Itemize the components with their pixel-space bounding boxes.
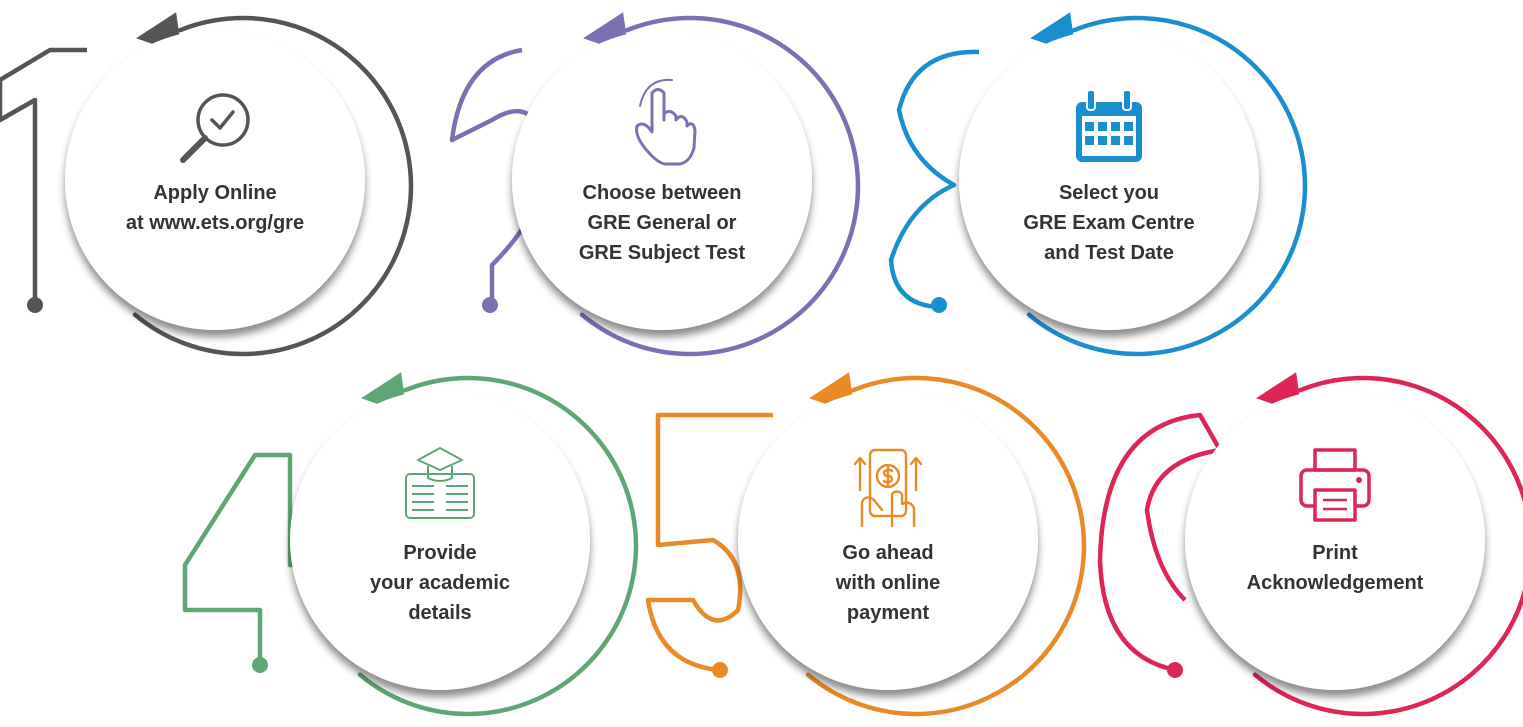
step-1-disc	[65, 30, 365, 330]
step-3-disc	[959, 30, 1259, 330]
step-6-end-dot	[1167, 662, 1183, 678]
numeral-1-outline	[0, 47, 87, 305]
step-3-label: Select you GRE Exam Centre and Test Date	[989, 178, 1229, 268]
numeral-3-outline	[888, 49, 980, 310]
step-4-end-dot	[252, 657, 268, 673]
step-2-line-3: GRE Subject Test	[578, 242, 746, 264]
step-5-line-3: payment	[846, 602, 930, 624]
step-4-line-1: Provide	[403, 542, 477, 564]
graduation-details-icon	[405, 447, 475, 519]
step-1-end-dot	[27, 297, 43, 313]
step-4-line-2: your academic	[369, 572, 511, 594]
step-5-line-2: with online	[835, 572, 941, 594]
step-2-disc	[512, 30, 812, 330]
step-3-ring-arc	[1026, 15, 1308, 357]
step-6-ring-arc	[1252, 375, 1523, 717]
step-2-label: Choose between GRE General or GRE Subjec…	[542, 178, 782, 268]
step-3-end-dot	[931, 297, 947, 313]
pointer-hand-icon	[635, 78, 697, 166]
search-check-icon	[180, 93, 250, 163]
step-1-line-1: Apply Online	[153, 182, 277, 204]
step-5-line-1: Go ahead	[842, 542, 934, 564]
step-4-disc	[290, 390, 590, 690]
step-3-line-2: GRE Exam Centre	[1023, 212, 1195, 234]
step-5-label: Go ahead with online payment	[768, 538, 1008, 628]
step-6-line-1: Print	[1312, 542, 1358, 564]
step-2-line-2: GRE General or	[587, 212, 737, 234]
mobile-payment-icon	[853, 448, 923, 528]
step-3-line-1: Select you	[1058, 182, 1160, 204]
numeral-6-outline	[1097, 412, 1223, 673]
step-1-label: Apply Online at www.ets.org/gre	[95, 178, 335, 238]
numeral-5-outline	[645, 412, 773, 673]
step-4-label: Provide your academic details	[320, 538, 560, 628]
step-2-end-dot	[482, 297, 498, 313]
numeral-4-outline	[182, 452, 320, 665]
step-1-ring-arc	[132, 15, 414, 357]
step-5-end-dot	[712, 662, 728, 678]
calendar-icon	[1076, 89, 1142, 162]
printer-icon	[1299, 448, 1371, 522]
step-6-line-2: Acknowledgement	[1246, 572, 1424, 594]
step-1-line-2: at www.ets.org/gre	[125, 212, 305, 234]
step-3-line-3: and Test Date	[1044, 242, 1174, 264]
step-4-ring-arc	[357, 375, 639, 717]
step-2-ring-arc	[579, 15, 861, 357]
step-6-disc	[1185, 390, 1485, 690]
step-4-line-3: details	[408, 602, 472, 624]
step-2-line-1: Choose between	[582, 182, 742, 204]
step-5-ring-arc	[805, 375, 1087, 717]
step-6-label: Print Acknowledgement	[1215, 538, 1455, 598]
step-5-disc	[738, 390, 1038, 690]
